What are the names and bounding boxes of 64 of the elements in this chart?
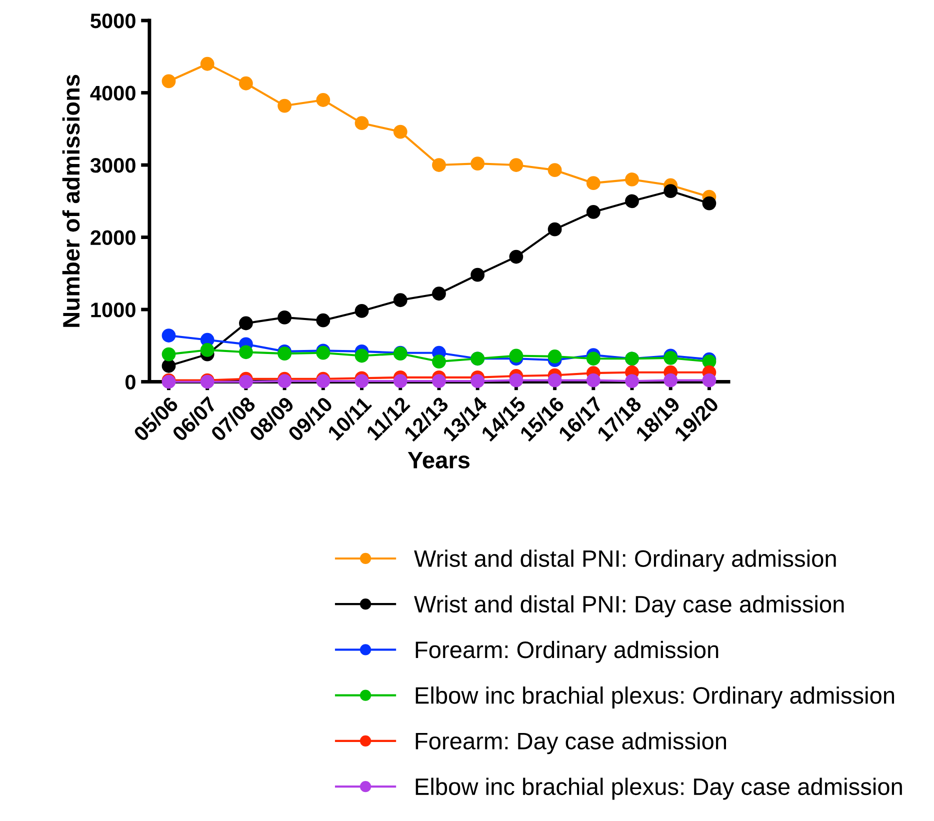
y-tick-label: 1000 bbox=[91, 302, 136, 318]
point bbox=[393, 374, 408, 388]
point bbox=[432, 286, 446, 301]
point bbox=[470, 374, 485, 388]
point bbox=[278, 374, 292, 388]
point bbox=[354, 374, 369, 388]
legend-label: Wrist and distal PNI: Ordinary admission bbox=[414, 550, 836, 572]
point bbox=[509, 250, 524, 264]
point bbox=[393, 124, 408, 139]
point bbox=[548, 350, 562, 364]
point bbox=[316, 374, 330, 388]
point bbox=[432, 158, 446, 172]
point bbox=[278, 346, 292, 361]
point bbox=[239, 345, 253, 360]
legend-label: Forearm: Ordinary admission bbox=[416, 640, 718, 663]
x-axis-title: Years bbox=[408, 452, 470, 468]
point bbox=[509, 373, 524, 388]
point bbox=[664, 373, 678, 388]
point bbox=[548, 373, 562, 388]
point bbox=[200, 343, 214, 357]
point bbox=[625, 374, 639, 388]
point bbox=[625, 194, 639, 208]
point bbox=[162, 328, 176, 342]
point bbox=[354, 116, 369, 130]
point bbox=[509, 348, 524, 363]
point bbox=[278, 98, 292, 113]
legend-label: Forearm: Day case admission bbox=[416, 732, 726, 754]
point bbox=[239, 76, 253, 90]
y-axis-title: Number of admissions bbox=[62, 74, 80, 327]
point bbox=[432, 374, 446, 388]
point bbox=[548, 163, 562, 178]
point bbox=[200, 56, 214, 71]
point bbox=[586, 373, 600, 388]
point bbox=[162, 358, 176, 373]
point bbox=[239, 316, 253, 330]
point bbox=[625, 172, 639, 186]
point bbox=[354, 348, 369, 363]
point bbox=[586, 352, 600, 366]
point bbox=[586, 205, 600, 219]
point bbox=[702, 373, 716, 388]
point bbox=[239, 374, 253, 389]
legend-label: Wrist and distal PNI: Day case admission bbox=[414, 595, 844, 618]
y-tick-label: 5000 bbox=[90, 14, 136, 28]
point bbox=[470, 268, 485, 282]
point bbox=[509, 158, 524, 172]
point bbox=[586, 176, 600, 190]
point bbox=[664, 184, 678, 198]
point bbox=[316, 93, 330, 107]
y-tick-label: 0 bbox=[125, 374, 136, 390]
point bbox=[278, 310, 292, 324]
legend-label: Elbow inc brachial plexus: Day case admission bbox=[416, 778, 902, 800]
y-tick-label: 4000 bbox=[90, 86, 136, 101]
point bbox=[432, 354, 446, 368]
y-tick-label: 2000 bbox=[90, 230, 136, 246]
point bbox=[316, 313, 330, 328]
point bbox=[702, 196, 716, 210]
point bbox=[470, 156, 485, 171]
y-tick-label: 3000 bbox=[90, 158, 136, 173]
point bbox=[548, 222, 562, 236]
point bbox=[162, 347, 176, 362]
point bbox=[393, 293, 408, 308]
point bbox=[354, 304, 369, 318]
legend-label: Elbow inc brachial plexus: Ordinary admission bbox=[416, 686, 894, 709]
point bbox=[162, 74, 176, 88]
